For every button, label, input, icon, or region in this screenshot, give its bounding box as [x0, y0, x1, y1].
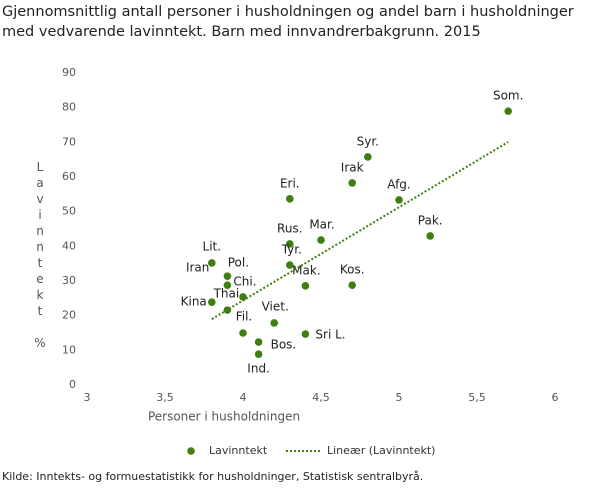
point	[254, 338, 263, 346]
x-tick-label: 3,5	[156, 391, 174, 404]
point	[239, 329, 247, 337]
point	[395, 196, 403, 204]
point-label: Bos.	[271, 338, 297, 352]
y-tick-label: 0	[69, 378, 76, 391]
point	[301, 282, 310, 290]
legend-label: Lineær (Lavinntekt)	[327, 444, 435, 457]
y-tick-label: 20	[62, 309, 76, 322]
point-label: Lit.	[203, 239, 222, 253]
point	[364, 153, 372, 161]
point	[270, 319, 279, 327]
point-label: Pak.	[418, 213, 443, 227]
point	[223, 281, 232, 289]
point-label: Chi.	[233, 274, 256, 288]
x-tick-label: 4	[240, 391, 247, 404]
point-label: Mak.	[292, 263, 320, 277]
y-tick-label: 60	[62, 170, 76, 183]
point	[223, 272, 232, 280]
point	[426, 232, 435, 240]
point	[254, 350, 263, 358]
point	[348, 281, 357, 289]
y-tick-label: 40	[62, 239, 76, 252]
y-axis-label: Lavinntekt %	[33, 160, 47, 352]
source: Kilde: Inntekts- og formuestatistikk for…	[2, 470, 424, 483]
x-tick-label: 3	[84, 391, 91, 404]
y-tick-label: 50	[62, 205, 76, 218]
y-tick-label: 10	[62, 343, 76, 356]
point-label: Mar.	[309, 218, 334, 232]
point	[208, 298, 216, 306]
legend-marker	[187, 447, 195, 455]
legend-label: Lavinntekt	[209, 444, 268, 457]
point-label: Som.	[493, 89, 523, 103]
y-tick-label: 70	[62, 135, 76, 148]
point	[239, 293, 247, 301]
point-label: Fil.	[236, 310, 253, 324]
x-tick-label: 6	[552, 391, 559, 404]
point-label: Ind.	[247, 362, 270, 376]
point	[286, 240, 294, 248]
point	[317, 236, 325, 244]
point-label: Pol.	[228, 256, 249, 270]
point-label: Rus.	[277, 221, 302, 235]
point-label: Tyr.	[281, 243, 302, 257]
point	[286, 195, 294, 203]
point-label: Irak	[341, 160, 364, 174]
point-label: Kos.	[340, 263, 365, 277]
trend-line	[211, 141, 509, 320]
point-label: Sri L.	[315, 328, 345, 342]
y-tick-label: 80	[62, 101, 76, 114]
point	[301, 330, 310, 338]
point-label: Viet.	[262, 299, 289, 313]
chart-title: Gjennomsnittlig antall personer i hushol…	[2, 4, 574, 40]
point	[286, 261, 294, 269]
x-tick-label: 5,5	[468, 391, 486, 404]
point	[208, 259, 216, 267]
point-label: Eri.	[280, 176, 300, 190]
point-label: Afg.	[387, 177, 410, 191]
y-tick-label: 30	[62, 274, 76, 287]
y-tick-label: 90	[62, 66, 76, 79]
point	[504, 107, 512, 115]
point-label: Thai	[213, 287, 240, 301]
point-label: Syr.	[357, 134, 379, 148]
x-axis-label: Personer i husholdningen	[148, 410, 300, 424]
point-label: Iran	[186, 261, 209, 275]
x-tick-label: 4,5	[312, 391, 330, 404]
point-label: Kina	[181, 295, 207, 309]
x-tick-label: 5	[396, 391, 403, 404]
point	[348, 179, 357, 187]
